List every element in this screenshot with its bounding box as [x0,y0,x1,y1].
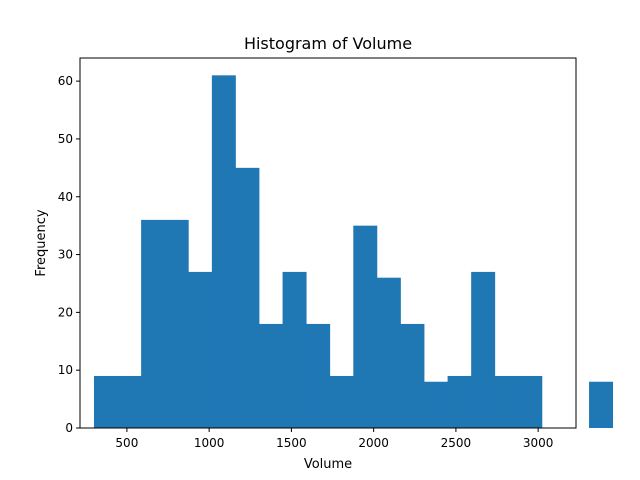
x-tick-label: 3000 [523,436,554,450]
plot-frame [79,57,577,429]
x-tick-label: 1000 [194,436,225,450]
histogram-bar [589,381,614,428]
y-axis-label: Frequency [34,209,49,276]
histogram-bar [235,167,260,428]
histogram-bar [188,271,213,428]
histogram-bar [424,381,448,428]
y-tick-label: 0 [65,421,73,435]
histogram-bar [211,75,236,428]
histogram-bars [93,75,614,429]
x-axis-ticks: 500 1000 1500 2000 2500 3000 [115,428,553,450]
histogram-bar [282,271,307,428]
histogram-bar [117,375,142,428]
y-tick-label: 40 [58,190,73,204]
y-tick-label: 30 [58,248,73,262]
chart-title: Histogram of Volume [244,34,412,53]
y-axis-ticks: 0 10 20 30 40 50 60 [58,74,80,435]
histogram-bar [518,375,543,428]
histogram-bar [471,271,496,428]
histogram-bar [259,323,283,428]
histogram-bar [494,375,519,428]
y-tick-label: 60 [58,74,73,88]
histogram-bar [164,219,189,429]
histogram-bar [329,375,354,428]
histogram-bar [376,277,401,428]
histogram-bar [306,323,331,428]
x-tick-label: 500 [115,436,138,450]
histogram-bar [400,323,425,428]
histogram-bar [447,375,472,428]
y-tick-label: 50 [58,132,73,146]
histogram-bar [141,219,166,429]
x-tick-label: 2500 [441,436,472,450]
histogram-bar [353,225,378,428]
x-tick-label: 2000 [358,436,389,450]
x-tick-label: 1500 [276,436,307,450]
y-tick-label: 20 [58,305,73,319]
histogram-bar [93,375,118,428]
x-axis-label: Volume [304,457,352,472]
y-tick-label: 10 [58,363,73,377]
